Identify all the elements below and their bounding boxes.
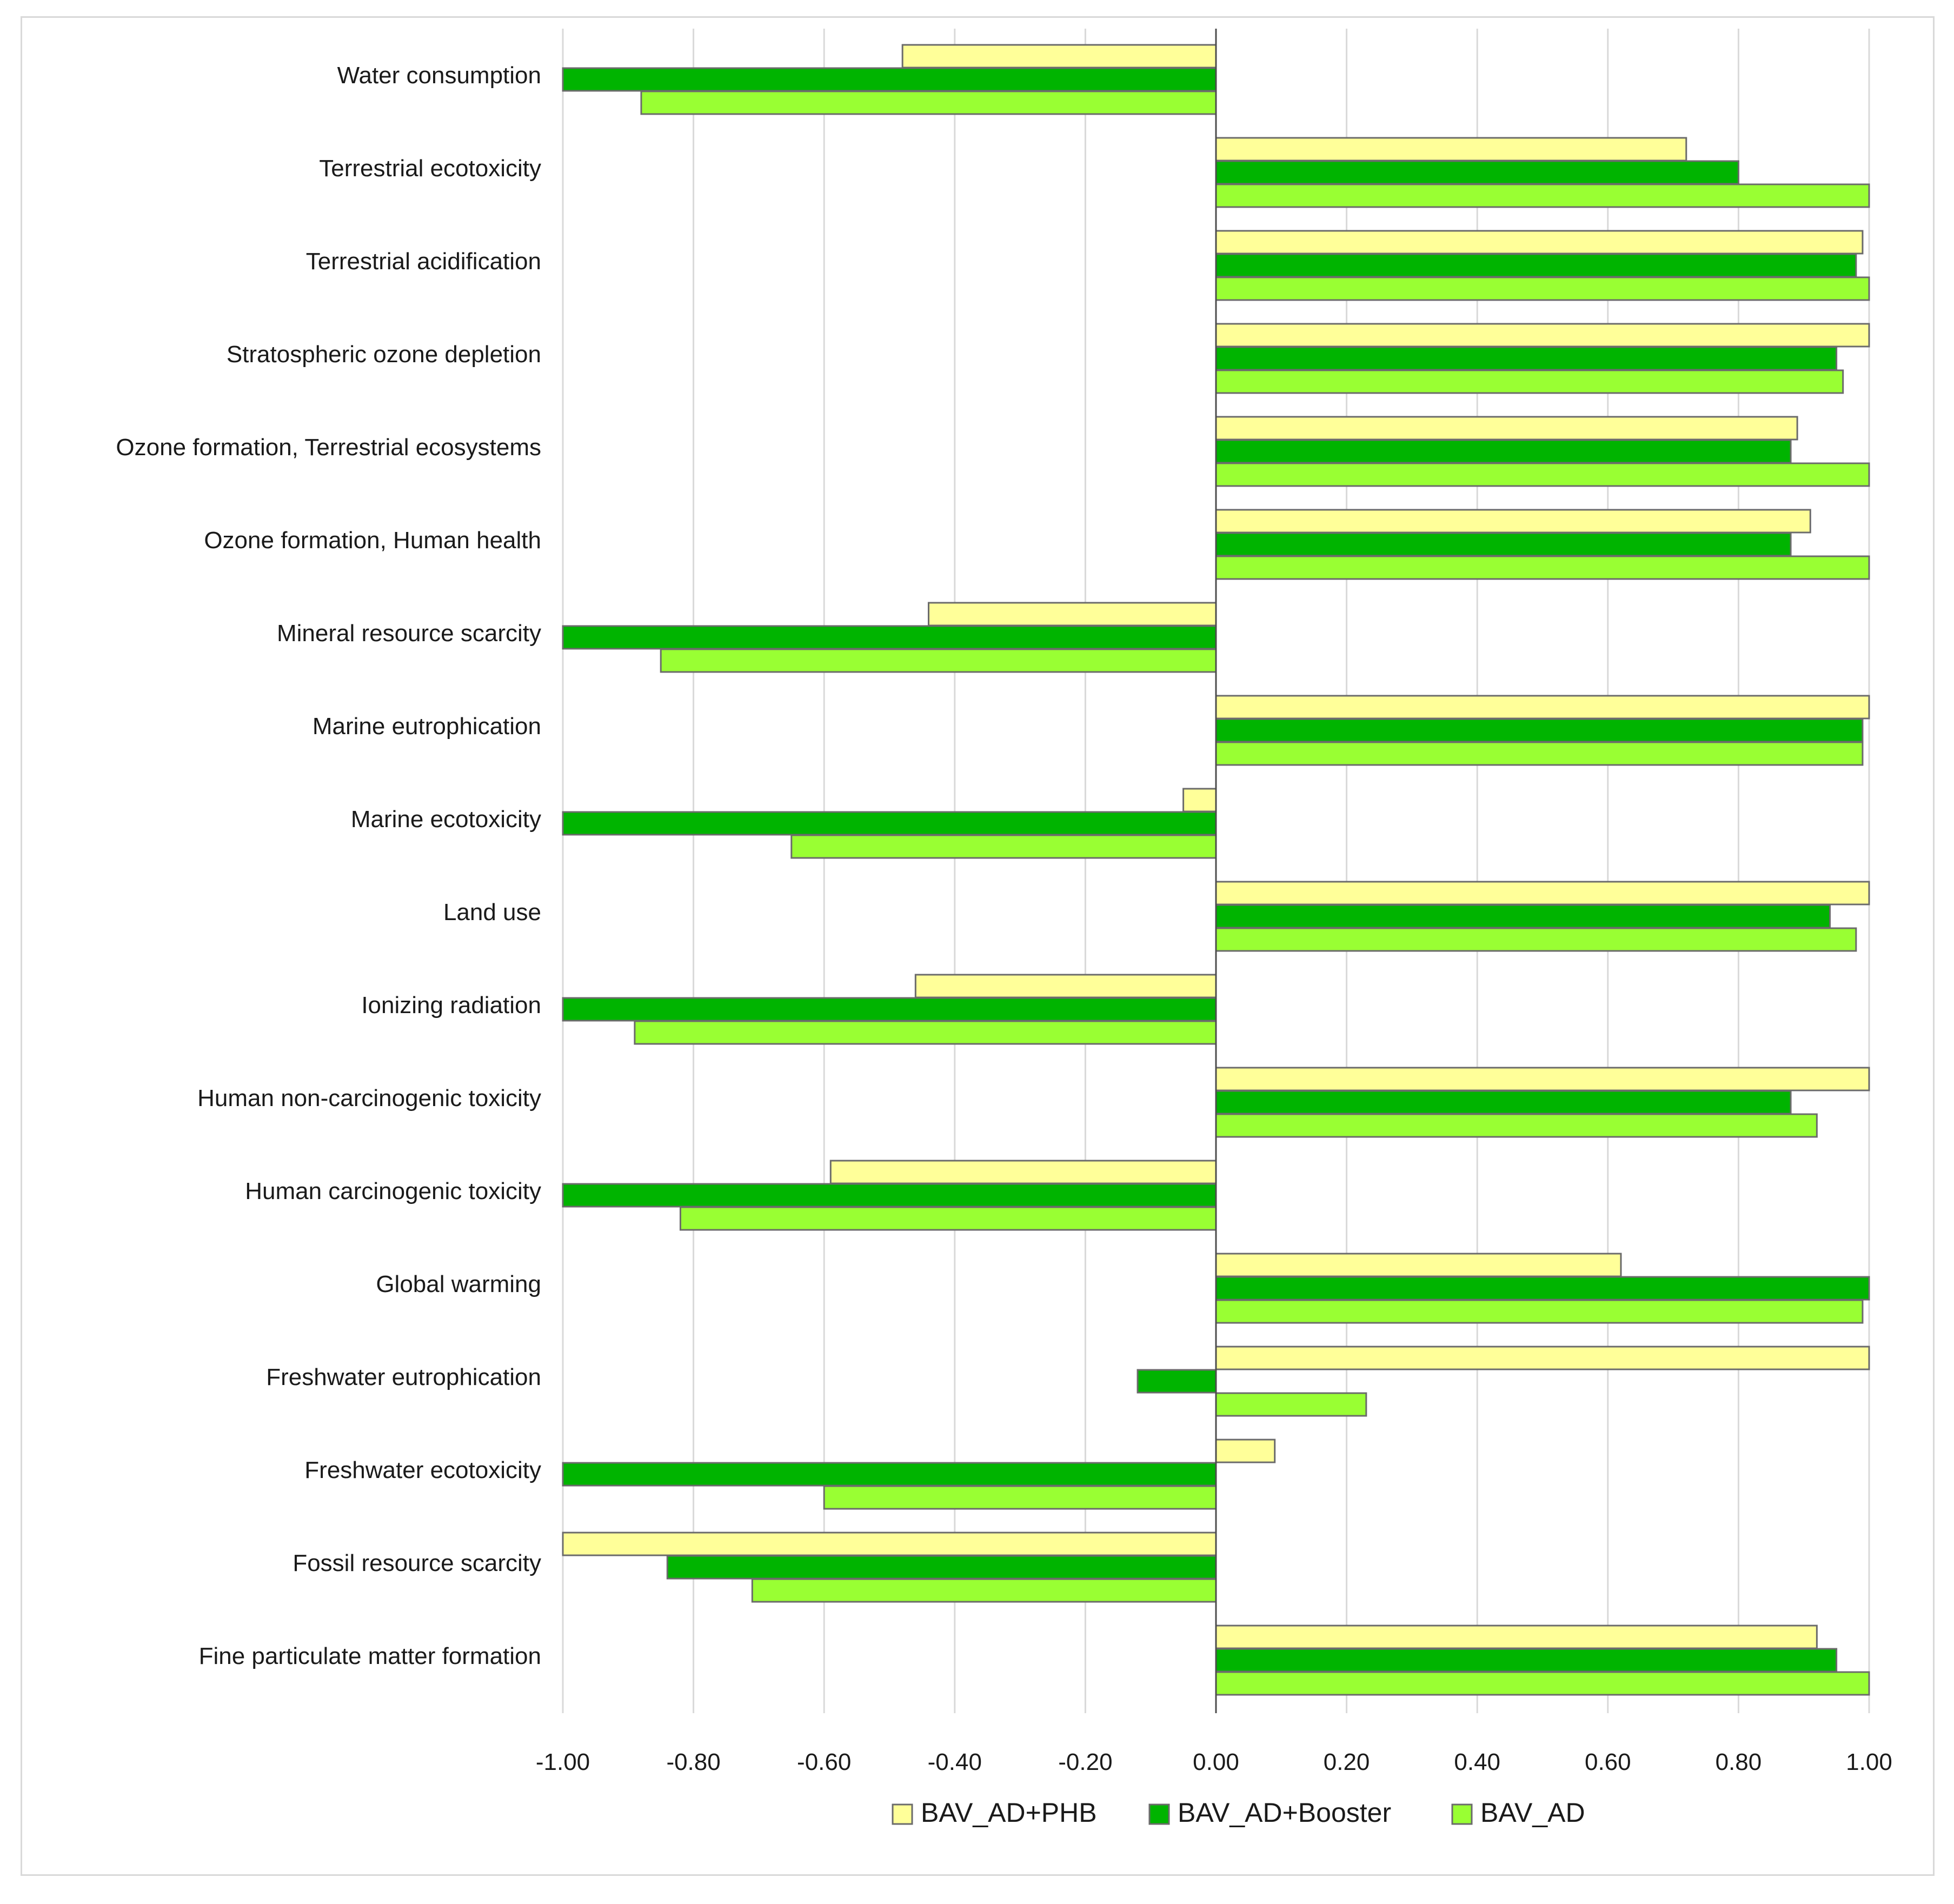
bar-bav-ad-booster xyxy=(1215,532,1792,557)
bar-bav-ad-phb xyxy=(1215,323,1870,348)
legend-swatch xyxy=(892,1803,913,1825)
bar-bav-ad-booster xyxy=(666,1555,1217,1580)
bar-bav-ad-phb xyxy=(1215,137,1687,162)
bar-bav-ad xyxy=(1215,276,1870,301)
bar-bav-ad xyxy=(640,90,1217,115)
bar-bav-ad xyxy=(1215,183,1870,208)
tick-label-layer: -1.00 -0.80 -0.60 -0.40 -0.20 0.00 0.20 0.40 0.6… xyxy=(536,1749,1892,1775)
bar-bav-ad-phb xyxy=(1215,230,1864,255)
bar-layer xyxy=(562,44,1870,1696)
legend-label: BAV_AD+Booster xyxy=(1178,1798,1391,1828)
x-tick-label: -1.00 xyxy=(536,1749,590,1775)
x-tick-label: 0.20 xyxy=(1324,1749,1370,1775)
bar-bav-ad-booster xyxy=(1215,160,1739,185)
bar-bav-ad xyxy=(1215,927,1857,952)
category-label: Marine ecotoxicity xyxy=(351,806,541,833)
bar-bav-ad-phb xyxy=(1215,416,1798,441)
bar-bav-ad xyxy=(1215,741,1864,766)
legend-swatch xyxy=(1451,1803,1473,1825)
category-label: Human carcinogenic toxicity xyxy=(245,1178,541,1204)
x-tick-label: -0.60 xyxy=(797,1749,851,1775)
bar-bav-ad-booster xyxy=(562,625,1217,650)
bar-bav-ad-booster xyxy=(562,997,1217,1022)
bar-bav-ad-booster xyxy=(1215,1276,1870,1301)
category-label: Water consumption xyxy=(337,62,541,89)
category-label: Freshwater ecotoxicity xyxy=(304,1457,541,1483)
bar-bav-ad xyxy=(1215,1113,1818,1138)
category-label: Marine eutrophication xyxy=(313,713,541,740)
bar-bav-ad-booster xyxy=(1215,439,1792,464)
category-label: Mineral resource scarcity xyxy=(277,620,541,647)
bar-bav-ad-booster xyxy=(1215,1648,1838,1673)
bar-bav-ad-booster xyxy=(1215,253,1857,278)
bar-bav-ad-booster xyxy=(1136,1369,1217,1394)
bar-bav-ad xyxy=(751,1578,1217,1603)
bar-bav-ad-booster xyxy=(1215,346,1838,371)
grid-layer xyxy=(562,29,1870,1713)
bar-bav-ad xyxy=(660,648,1217,673)
bar-bav-ad xyxy=(634,1020,1217,1045)
x-tick-label: -0.80 xyxy=(666,1749,720,1775)
bar-bav-ad-booster xyxy=(1215,718,1864,743)
x-tick-label: -0.20 xyxy=(1058,1749,1112,1775)
category-label: Freshwater eutrophication xyxy=(266,1364,541,1390)
x-tick-label: 0.40 xyxy=(1454,1749,1500,1775)
bar-bav-ad xyxy=(1215,1671,1870,1696)
bar-bav-ad-booster xyxy=(1215,904,1831,929)
bar-bav-ad-phb xyxy=(1215,509,1811,534)
bar-bav-ad xyxy=(1215,369,1844,394)
legend: BAV_AD+PHB BAV_AD+Booster BAV_AD xyxy=(892,1798,1585,1828)
category-label: Fine particulate matter formation xyxy=(199,1643,541,1669)
category-label: Ozone formation, Terrestrial ecosystems xyxy=(116,434,541,461)
bar-bav-ad-phb xyxy=(927,602,1217,627)
category-label: Terrestrial ecotoxicity xyxy=(319,155,541,182)
category-label: Global warming xyxy=(376,1271,541,1297)
bar-bav-ad-phb xyxy=(1215,1253,1622,1277)
legend-swatch xyxy=(1148,1803,1170,1825)
bar-bav-ad-booster xyxy=(1215,1090,1792,1115)
bar-bav-ad-phb xyxy=(1182,788,1217,813)
chart-svg: Water consumption Terrestrial ecotoxicity… xyxy=(116,29,1892,1828)
x-tick-label: -0.40 xyxy=(928,1749,982,1775)
category-label: Ionizing radiation xyxy=(361,992,541,1018)
bar-bav-ad-phb xyxy=(562,1532,1217,1556)
x-tick-label: 1.00 xyxy=(1846,1749,1892,1775)
category-label: Ozone formation, Human health xyxy=(204,527,541,554)
bar-bav-ad xyxy=(1215,555,1870,580)
category-label: Fossil resource scarcity xyxy=(293,1550,541,1576)
category-label: Land use xyxy=(443,899,541,926)
legend-label: BAV_AD+PHB xyxy=(921,1798,1097,1828)
category-label-layer: Water consumption Terrestrial ecotoxicity… xyxy=(116,62,541,1669)
bar-bav-ad-phb xyxy=(829,1160,1217,1184)
bar-bav-ad-phb xyxy=(1215,1346,1870,1370)
bar-bav-ad xyxy=(823,1485,1217,1510)
bar-bav-ad-booster xyxy=(562,811,1217,836)
bar-bav-ad-phb xyxy=(901,44,1217,69)
x-tick-label: 0.60 xyxy=(1585,1749,1631,1775)
category-label: Stratospheric ozone depletion xyxy=(227,341,541,368)
bar-bav-ad xyxy=(1215,1299,1864,1324)
category-label: Human non-carcinogenic toxicity xyxy=(197,1085,541,1111)
bar-bav-ad-phb xyxy=(1215,1625,1818,1649)
bar-bav-ad xyxy=(1215,462,1870,487)
x-tick-label: 0.00 xyxy=(1193,1749,1239,1775)
category-label: Terrestrial acidification xyxy=(306,248,541,275)
bar-bav-ad-phb xyxy=(1215,1067,1870,1091)
bar-bav-ad xyxy=(790,834,1217,859)
bar-bav-ad-booster xyxy=(562,67,1217,92)
bar-bav-ad xyxy=(1215,1392,1367,1417)
bar-bav-ad-phb xyxy=(1215,1439,1276,1463)
x-tick-label: 0.80 xyxy=(1716,1749,1762,1775)
bar-bav-ad xyxy=(679,1206,1217,1231)
bar-bav-ad-booster xyxy=(562,1183,1217,1208)
legend-label: BAV_AD xyxy=(1480,1798,1585,1828)
bar-bav-ad-phb xyxy=(1215,695,1870,720)
bar-bav-ad-booster xyxy=(562,1462,1217,1487)
chart-frame: Water consumption Terrestrial ecotoxicity… xyxy=(21,16,1935,1876)
bar-bav-ad-phb xyxy=(914,974,1217,998)
bar-bav-ad-phb xyxy=(1215,881,1870,906)
